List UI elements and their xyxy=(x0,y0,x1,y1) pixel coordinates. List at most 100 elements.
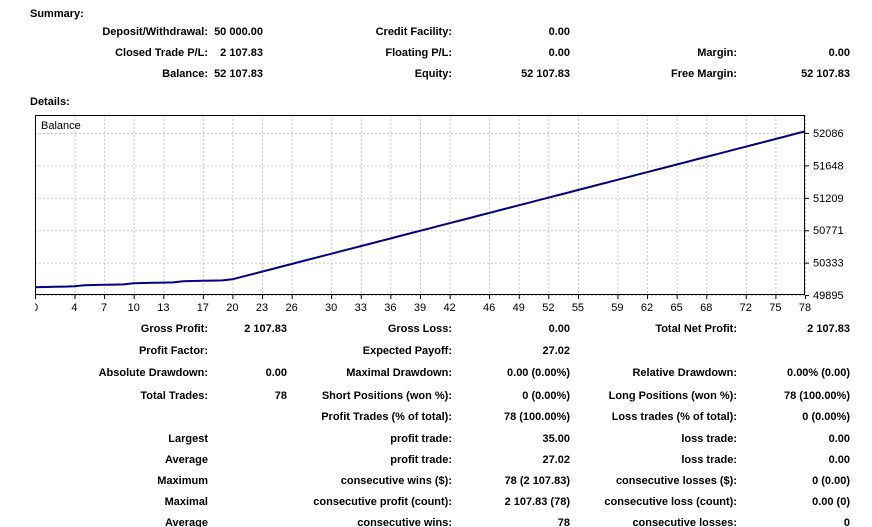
stat-label: consecutive profit (count): xyxy=(313,496,452,508)
stat-label: Average xyxy=(164,517,208,527)
stat-label: Gross Loss: xyxy=(387,323,452,335)
stat-row: Balance: 52 107.83 Equity: 52 107.83 Free Ma… xyxy=(0,68,872,82)
x-tick-label: 4 xyxy=(71,302,77,314)
balance-chart-svg: 0 4 7 10 13 17 20 23 26 30 33 36 39 42 46 49 52 55 59 62 65 6… xyxy=(32,115,844,314)
stat-value: 2 107.83 xyxy=(220,47,263,59)
stat-label: consecutive losses ($): xyxy=(615,475,737,487)
stat-value: 2 107.83 (78) xyxy=(504,496,570,508)
stat-row: Profit Factor: Expected Payoff: 27.02 xyxy=(0,345,872,359)
x-tick-label: 17 xyxy=(197,302,209,314)
x-tick-label: 78 xyxy=(799,302,811,314)
x-tick-label: 65 xyxy=(671,302,683,314)
stat-label: Total Net Profit: xyxy=(655,323,737,335)
stat-value: 0.00 xyxy=(265,367,287,379)
x-tick-label: 39 xyxy=(414,302,426,314)
stat-value: 0.00 xyxy=(828,433,850,445)
details-heading: Details: xyxy=(30,96,70,108)
x-tick-label: 23 xyxy=(256,302,268,314)
x-tick-label: 0 xyxy=(35,302,38,314)
stat-value: 0.00 xyxy=(828,454,850,466)
stat-row: Gross Profit: 2 107.83 Gross Loss: 0.00 Tota… xyxy=(0,323,872,337)
stat-value: 0.00% (0.00) xyxy=(787,367,850,379)
summary-heading: Summary: xyxy=(30,8,84,20)
x-tick-label: 75 xyxy=(769,302,781,314)
stat-value: 78 xyxy=(557,517,570,527)
stat-label: Relative Drawdown: xyxy=(632,367,737,379)
balance-line xyxy=(34,130,806,289)
stat-value: 78 (100.00%) xyxy=(503,411,570,423)
y-tick-label: 50771 xyxy=(813,225,844,237)
y-tick-label: 50333 xyxy=(813,258,844,270)
stat-value: 0.00 xyxy=(548,47,570,59)
stat-label: Margin: xyxy=(697,47,737,59)
stat-label: Credit Facility: xyxy=(375,26,452,38)
stat-label: Floating P/L: xyxy=(385,47,452,59)
stat-label: loss trade: xyxy=(681,433,737,445)
stat-label: Free Margin: xyxy=(670,68,737,80)
x-tick-label: 7 xyxy=(101,302,107,314)
x-tick-label: 33 xyxy=(355,302,367,314)
x-tick-label: 26 xyxy=(286,302,298,314)
stat-label: consecutive wins: xyxy=(357,517,452,527)
stat-row: Maximal consecutive profit (count): 2 107.… xyxy=(0,496,872,510)
x-tick-label: 55 xyxy=(572,302,584,314)
stat-value: 78 (100.00%) xyxy=(783,390,850,402)
y-tick-label: 51648 xyxy=(813,160,844,172)
stat-value: 0.00 (0) xyxy=(812,496,850,508)
stat-value: 0 (0.00) xyxy=(812,475,850,487)
x-tick-label: 46 xyxy=(483,302,495,314)
stat-value: 0 xyxy=(843,517,850,527)
stat-value: 52 107.83 xyxy=(801,68,850,80)
x-tick-label: 20 xyxy=(226,302,238,314)
plot-border xyxy=(35,115,805,295)
stat-label: consecutive wins ($): xyxy=(340,475,452,487)
stat-label: Loss trades (% of total): xyxy=(611,411,737,423)
stat-label: Equity: xyxy=(414,68,452,80)
stat-row: Absolute Drawdown: 0.00 Maximal Drawdown: 0… xyxy=(0,367,872,381)
stat-row: Average profit trade: 27.02 loss trade: 0.00 xyxy=(0,454,872,468)
stat-value: 0.00 xyxy=(828,47,850,59)
stat-label: loss trade: xyxy=(681,454,737,466)
balance-chart: 0 4 7 10 13 17 20 23 26 30 33 36 39 42 46 49 52 55 59 62 65 6… xyxy=(32,115,872,315)
x-tick-label: 42 xyxy=(443,302,455,314)
stat-label: Maximal xyxy=(164,496,208,508)
x-tick-label: 62 xyxy=(641,302,653,314)
x-tick-label: 30 xyxy=(325,302,337,314)
stat-label: Absolute Drawdown: xyxy=(98,367,208,379)
stat-label: Profit Trades (% of total): xyxy=(321,411,452,423)
x-tick-label: 59 xyxy=(611,302,623,314)
stat-value: 52 107.83 xyxy=(521,68,570,80)
stat-label: Profit Factor: xyxy=(138,345,208,357)
x-tick-label: 68 xyxy=(700,302,712,314)
stat-label: Maximal Drawdown: xyxy=(346,367,452,379)
stat-row: Maximum consecutive wins ($): 78 (2 107.83… xyxy=(0,475,872,489)
chart-series-label: Balance xyxy=(41,120,81,132)
x-tick-label: 10 xyxy=(128,302,140,314)
stat-value: 27.02 xyxy=(542,345,570,357)
stat-label: Gross Profit: xyxy=(140,323,208,335)
stat-label: Largest xyxy=(168,433,208,445)
stat-value: 52 107.83 xyxy=(214,68,263,80)
stat-row: Average consecutive wins: 78 consecutive lo… xyxy=(0,517,872,527)
stat-label: Short Positions (won %): xyxy=(321,390,452,402)
stat-value: 78 (2 107.83) xyxy=(504,475,570,487)
x-tick-label: 13 xyxy=(157,302,169,314)
stat-value: 0.00 xyxy=(548,26,570,38)
stat-value: 0.00 (0.00%) xyxy=(507,367,570,379)
stat-label: consecutive loss (count): xyxy=(604,496,737,508)
x-tick-label: 52 xyxy=(542,302,554,314)
stat-label: Long Positions (won %): xyxy=(608,390,737,402)
stat-value: 0.00 xyxy=(548,323,570,335)
stat-label: profit trade: xyxy=(390,433,452,445)
stat-label: Balance: xyxy=(162,68,208,80)
stat-row: Profit Trades (% of total): 78 (100.00%) L… xyxy=(0,411,872,425)
y-tick-label: 49895 xyxy=(813,290,844,302)
stat-row: Total Trades: 78 Short Positions (won %): 0… xyxy=(0,390,872,404)
stat-row: Closed Trade P/L: 2 107.83 Floating P/L: 0.… xyxy=(0,47,872,61)
stat-value: 35.00 xyxy=(542,433,570,445)
stat-value: 0 (0.00%) xyxy=(522,390,570,402)
stat-label: consecutive losses: xyxy=(632,517,737,527)
stat-label: profit trade: xyxy=(390,454,452,466)
stat-value: 2 107.83 xyxy=(244,323,287,335)
